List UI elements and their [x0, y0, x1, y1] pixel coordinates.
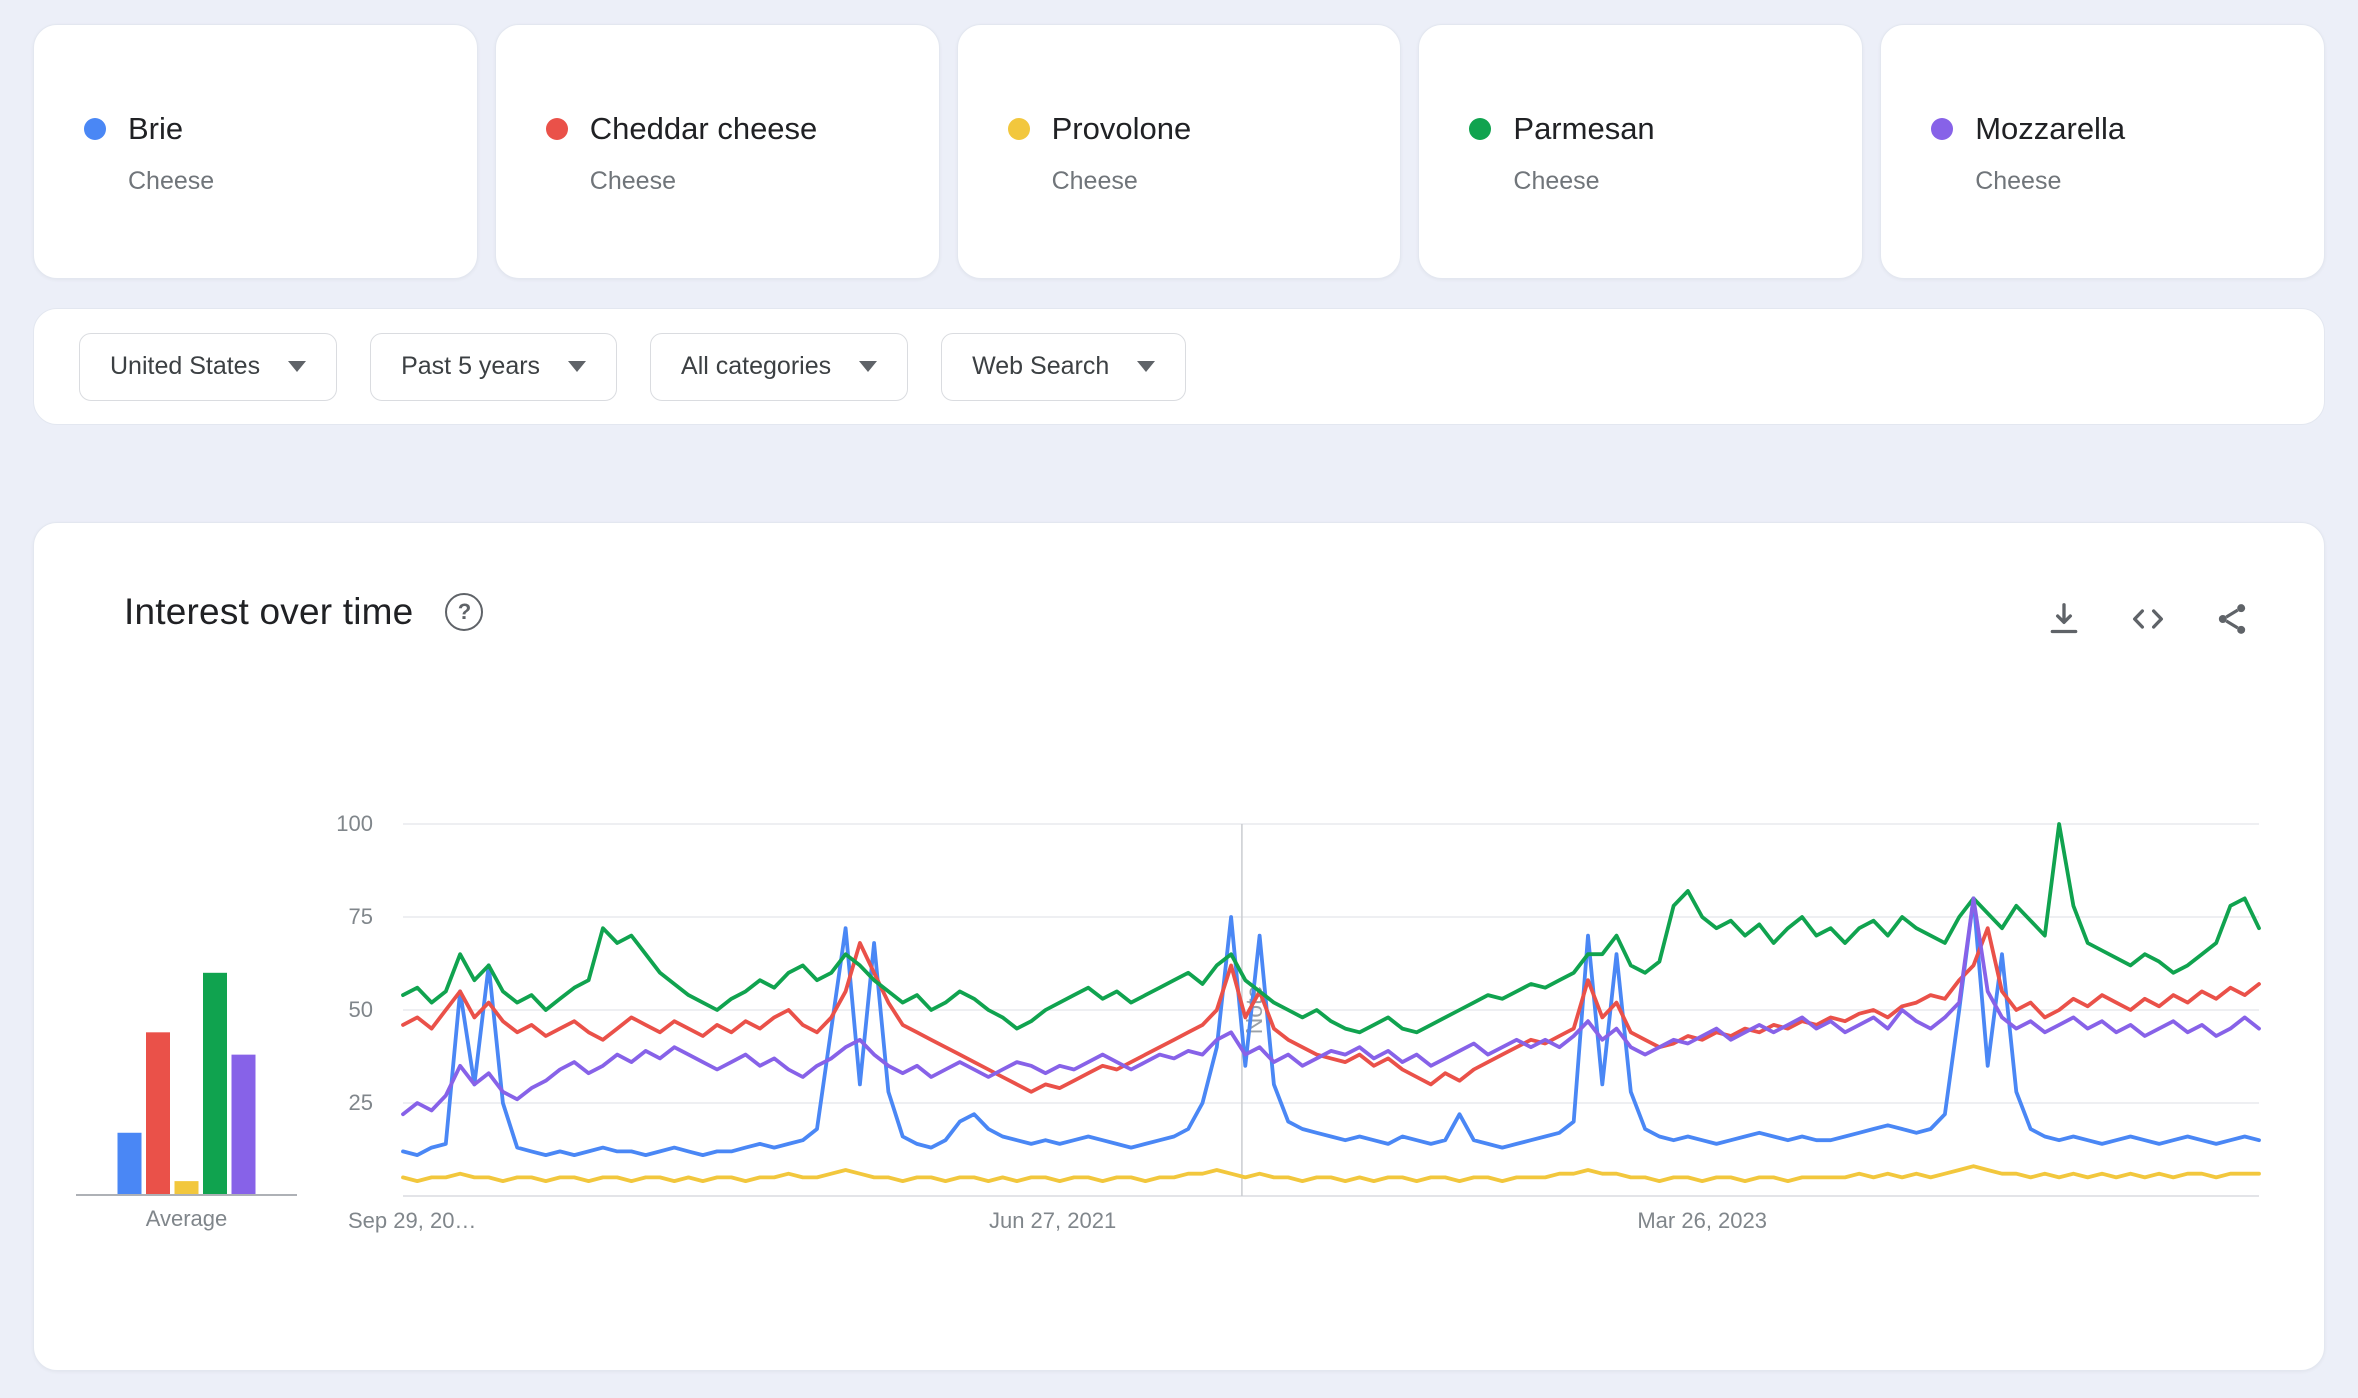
filter-geo-label: United States: [110, 352, 261, 380]
x-tick-label: Mar 26, 2023: [1637, 1208, 1767, 1233]
filter-geo[interactable]: United States: [79, 332, 338, 401]
y-tick-label: 25: [348, 1090, 373, 1115]
legend-dot-icon: [84, 118, 106, 140]
term-name: Cheddar cheese: [589, 111, 818, 146]
y-tick-label: 75: [348, 904, 373, 929]
chevron-down-icon: [859, 361, 878, 372]
term-name: Provolone: [1051, 111, 1192, 146]
trend-chart[interactable]: 100 75 50 25 Note Sep 29, 20… Jun 27, 20…: [336, 811, 2261, 1233]
average-bar-chart: Average: [76, 824, 297, 1231]
embed-icon[interactable]: [2128, 599, 2168, 639]
term-cards-row: Brie Cheese Cheddar cheese Cheese Provol…: [33, 24, 2325, 279]
chevron-down-icon: [568, 361, 587, 372]
filter-time-range[interactable]: Past 5 years: [370, 332, 618, 401]
panel-title: Interest over time: [124, 591, 414, 632]
term-card-provolone[interactable]: Provolone Cheese: [956, 24, 1402, 279]
x-tick-label: Jun 27, 2021: [988, 1208, 1117, 1233]
filter-category-label: All categories: [681, 352, 832, 380]
term-name: Mozzarella: [1975, 111, 2126, 146]
term-subtitle: Cheese: [1513, 167, 1600, 195]
help-icon[interactable]: ?: [445, 593, 484, 631]
filters-bar: United States Past 5 years All categorie…: [33, 308, 2325, 425]
term-name: Brie: [128, 111, 184, 146]
legend-dot-icon: [1007, 118, 1030, 140]
interest-over-time-panel: Interest over time ?: [33, 522, 2325, 1371]
chevron-down-icon: [1137, 361, 1156, 372]
download-icon[interactable]: [2044, 599, 2084, 639]
term-card-cheddar[interactable]: Cheddar cheese Cheese: [494, 24, 940, 279]
share-icon[interactable]: [2212, 599, 2252, 639]
x-tick-label: Sep 29, 20…: [348, 1208, 477, 1233]
legend-dot-icon: [1469, 118, 1492, 140]
y-tick-label: 100: [336, 811, 373, 836]
chevron-down-icon: [288, 361, 307, 372]
term-card-mozzarella[interactable]: Mozzarella Cheese: [1880, 24, 2325, 279]
average-bars-svg: [76, 972, 297, 1196]
filter-search-type-label: Web Search: [972, 352, 1110, 380]
term-subtitle: Cheese: [1051, 167, 1138, 195]
filter-search-type[interactable]: Web Search: [941, 332, 1187, 401]
legend-dot-icon: [1931, 118, 1954, 140]
term-card-brie[interactable]: Brie Cheese: [33, 24, 478, 279]
y-tick-label: 50: [348, 997, 373, 1022]
filter-category[interactable]: All categories: [650, 332, 909, 401]
term-name: Parmesan: [1513, 111, 1655, 146]
term-card-parmesan[interactable]: Parmesan Cheese: [1418, 24, 1864, 279]
term-subtitle: Cheese: [128, 167, 215, 195]
term-subtitle: Cheese: [1975, 167, 2062, 195]
term-subtitle: Cheese: [589, 167, 676, 195]
trend-lines-svg: Note: [401, 822, 2261, 1197]
filter-time-range-label: Past 5 years: [401, 352, 541, 380]
average-label: Average: [145, 1206, 228, 1231]
legend-dot-icon: [545, 118, 568, 140]
